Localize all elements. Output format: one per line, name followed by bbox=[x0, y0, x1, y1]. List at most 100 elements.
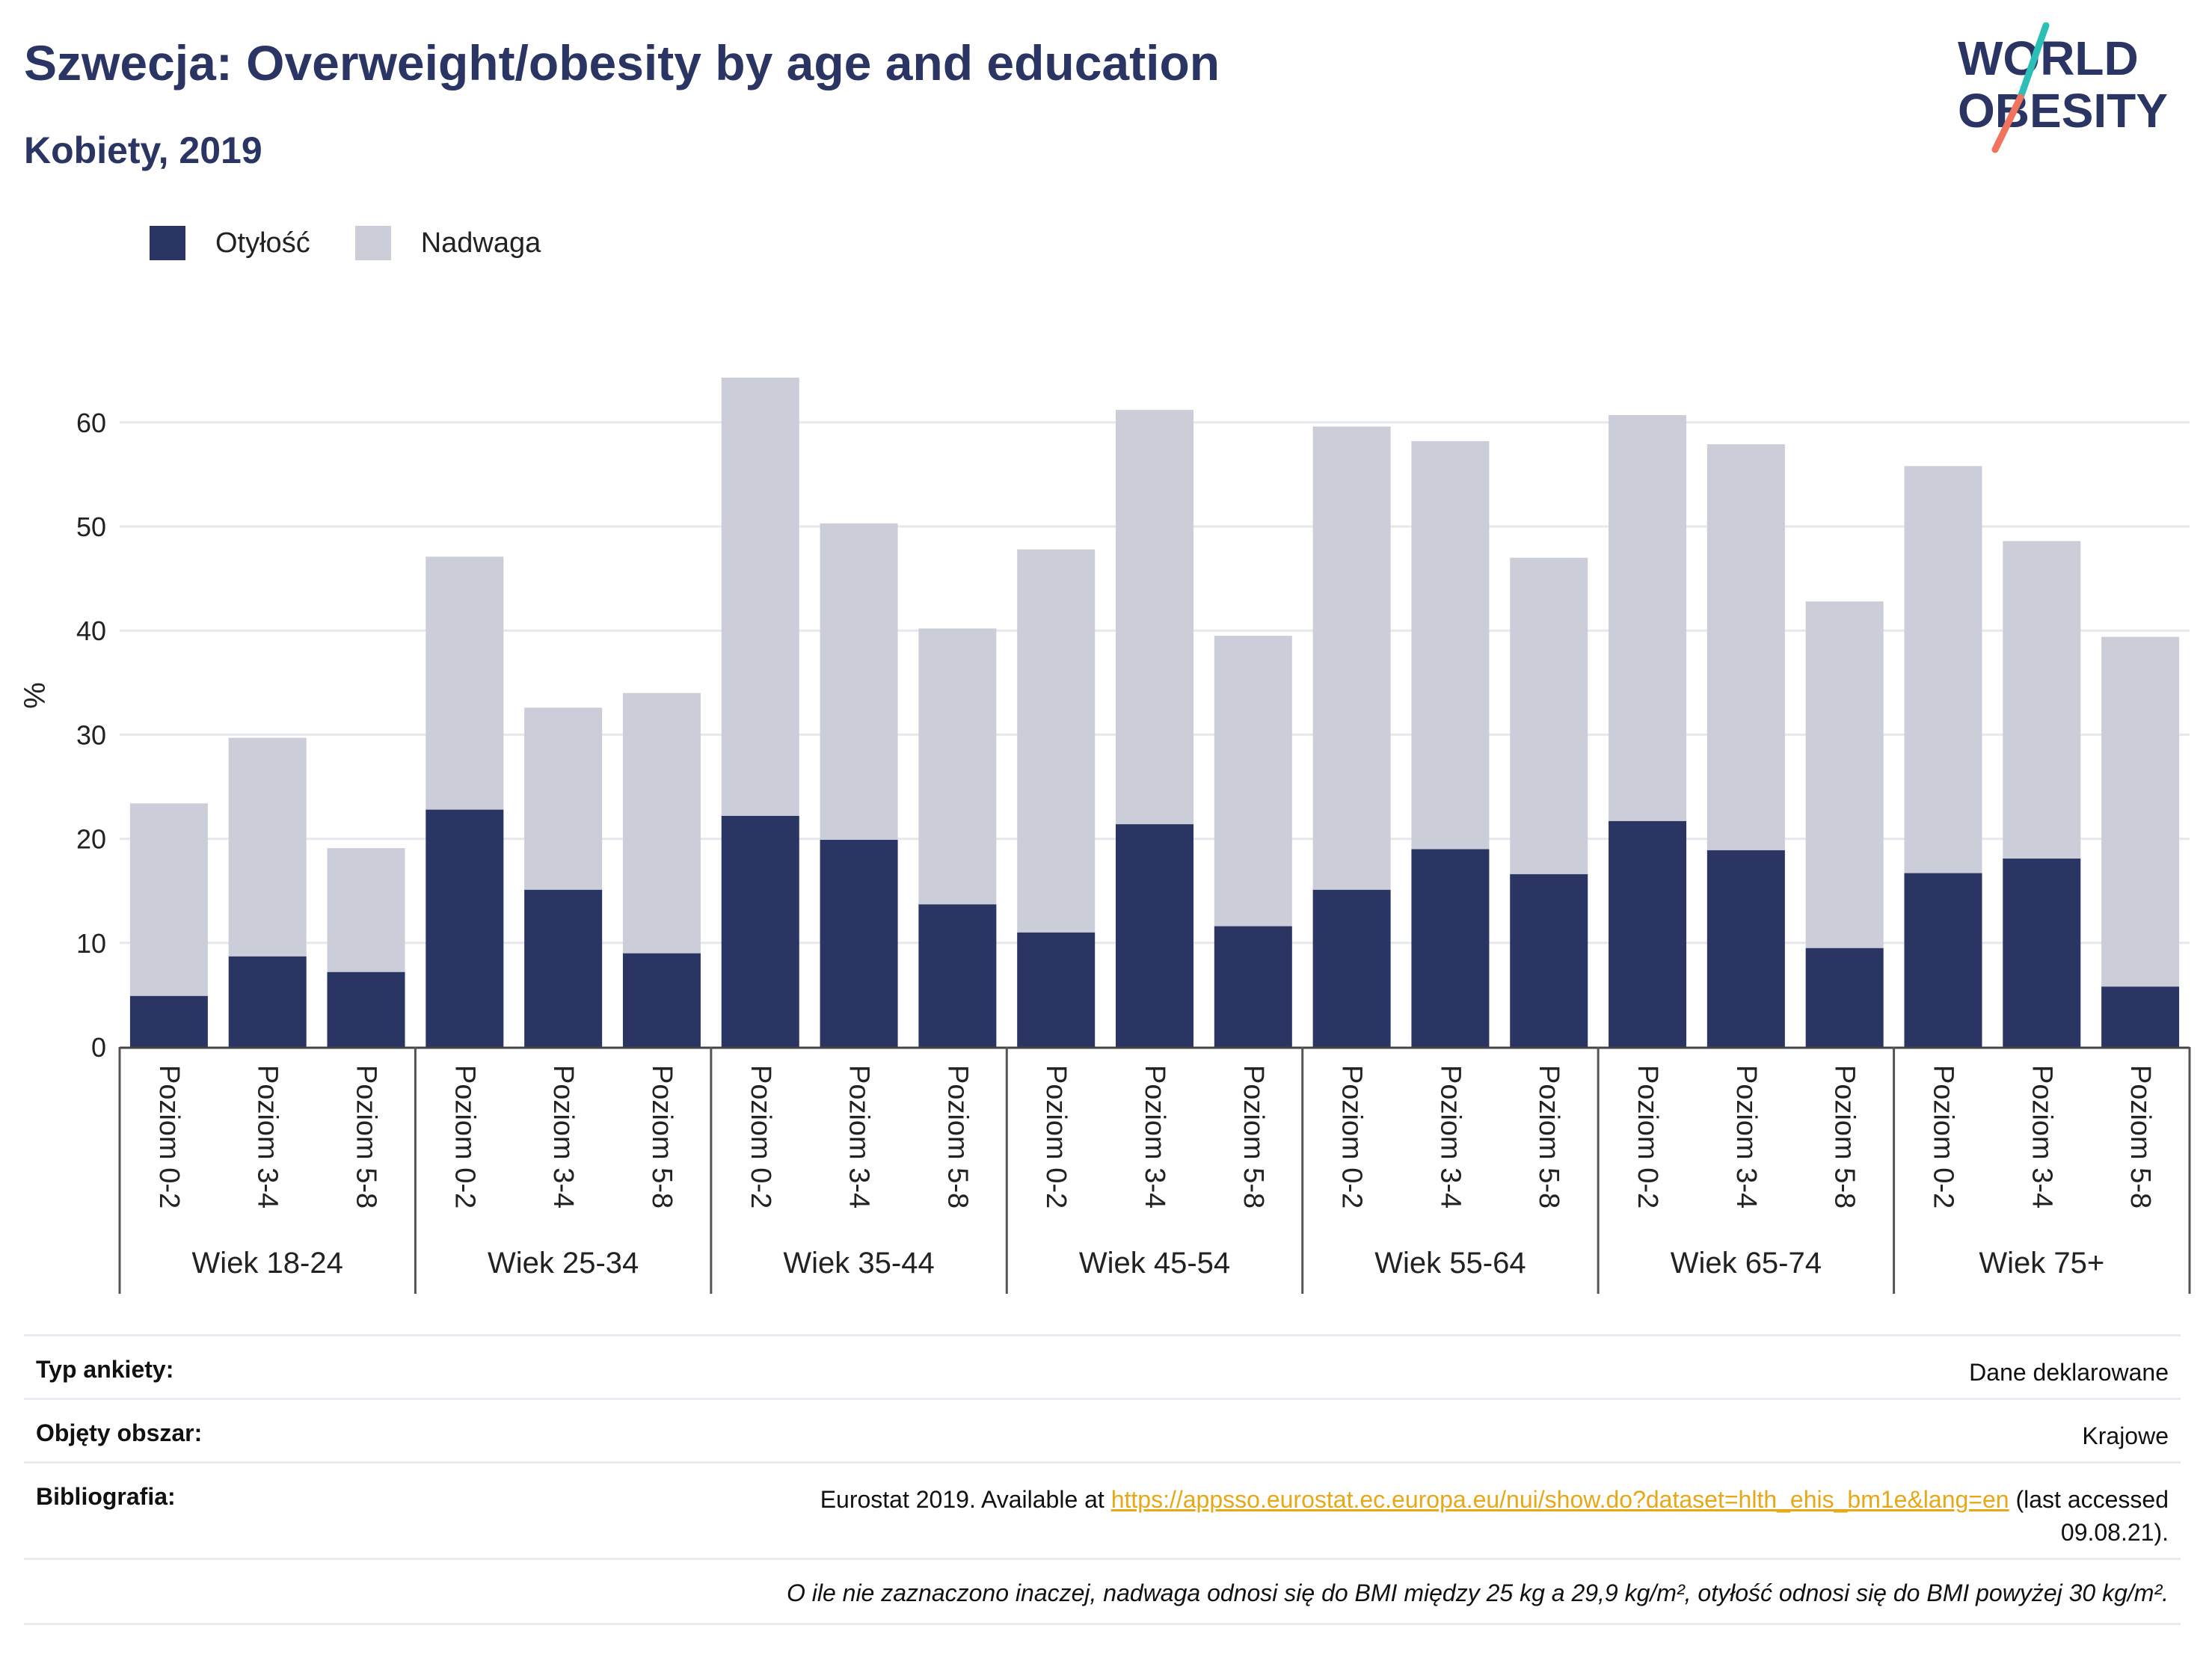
chart-legend: Otyłość Nadwaga bbox=[150, 224, 586, 262]
x-tick-label-level: Poziom 3-4 bbox=[1730, 1065, 1762, 1209]
legend-swatch-obesity bbox=[150, 226, 185, 260]
bar-obesity bbox=[2101, 986, 2180, 1047]
bar-overweight bbox=[2003, 541, 2081, 859]
y-tick-label: 20 bbox=[76, 824, 106, 855]
info-row-note: O ile nie zaznaczono inaczej, nadwaga od… bbox=[24, 1558, 2181, 1625]
legend-label-obesity: Otyłość bbox=[215, 227, 310, 259]
x-tick-label-level: Poziom 5-8 bbox=[646, 1065, 678, 1209]
x-tick-label-level: Poziom 3-4 bbox=[2026, 1065, 2057, 1209]
bar-overweight bbox=[1904, 466, 1982, 873]
x-tick-label-level: Poziom 0-2 bbox=[1336, 1065, 1368, 1209]
bar-overweight bbox=[327, 848, 405, 972]
bar-obesity bbox=[2003, 859, 2081, 1047]
legend-label-overweight: Nadwaga bbox=[420, 227, 541, 259]
x-tick-label-level: Poziom 5-8 bbox=[941, 1065, 973, 1209]
x-group-label: Wiek 45-54 bbox=[1079, 1247, 1230, 1280]
y-tick-label: 40 bbox=[76, 615, 106, 646]
x-group-label: Wiek 65-74 bbox=[1671, 1247, 1822, 1280]
x-tick-label-level: Poziom 0-2 bbox=[1927, 1065, 1958, 1209]
bar-overweight bbox=[425, 556, 504, 810]
bar-obesity bbox=[1706, 850, 1785, 1047]
bar-obesity bbox=[1805, 948, 1884, 1047]
bibliography-date: 09.08.21). bbox=[2060, 1519, 2169, 1546]
bar-overweight bbox=[129, 803, 208, 996]
bar-obesity bbox=[1312, 889, 1391, 1047]
bibliography-label: Bibliografia: bbox=[36, 1483, 176, 1510]
x-group-label: Wiek 75+ bbox=[1979, 1247, 2104, 1280]
info-row-coverage: Objęty obszar: Krajowe bbox=[24, 1398, 2181, 1461]
survey-type-label: Typ ankiety: bbox=[36, 1356, 174, 1383]
x-tick-label-level: Poziom 3-4 bbox=[1434, 1065, 1466, 1209]
x-tick-label-level: Poziom 0-2 bbox=[1040, 1065, 1072, 1209]
bar-overweight bbox=[1609, 415, 1687, 821]
bar-obesity bbox=[425, 809, 504, 1047]
stacked-bar-chart: 0 10 20 30 40 50 60% Poziom 0-2 Poziom 3-4 Poziom… bbox=[19, 377, 2191, 1294]
x-tick-label-level: Poziom 5-8 bbox=[2125, 1065, 2156, 1209]
bar-obesity bbox=[327, 971, 405, 1047]
legend-item-obesity[interactable]: Otyłość bbox=[150, 226, 310, 260]
info-row-bibliography: Bibliografia: Eurostat 2019. Available a… bbox=[24, 1461, 2181, 1558]
y-axis-label: % bbox=[19, 682, 52, 709]
y-tick-label: 50 bbox=[76, 512, 106, 542]
coverage-label: Objęty obszar: bbox=[36, 1419, 203, 1446]
survey-type-value: Dane deklarowane bbox=[1969, 1359, 2169, 1386]
info-table: Typ ankiety: Dane deklarowane Objęty obs… bbox=[24, 1334, 2181, 1625]
x-tick-label-level: Poziom 5-8 bbox=[1238, 1065, 1269, 1209]
x-group-label: Wiek 55-64 bbox=[1374, 1247, 1526, 1280]
x-tick-label-level: Poziom 0-2 bbox=[1632, 1065, 1663, 1209]
definition-note: O ile nie zaznaczono inaczej, nadwaga od… bbox=[786, 1579, 2169, 1606]
x-tick-label-level: Poziom 3-4 bbox=[844, 1065, 875, 1209]
chart-title: Szwecja: Overweight/obesity by age and e… bbox=[24, 35, 1220, 90]
bar-obesity bbox=[622, 953, 701, 1047]
x-group-label: Wiek 18-24 bbox=[192, 1247, 343, 1280]
world-obesity-logo: WORLD OBESITY bbox=[1958, 22, 2168, 153]
x-tick-label-level: Poziom 0-2 bbox=[449, 1065, 480, 1209]
bibliography-suffix: (last accessed bbox=[2015, 1486, 2169, 1513]
x-tick-label-level: Poziom 5-8 bbox=[351, 1065, 382, 1209]
legend-item-overweight[interactable]: Nadwaga bbox=[354, 226, 541, 260]
logo-line2: OBESITY bbox=[1958, 84, 2168, 138]
bar-overweight bbox=[2101, 636, 2180, 987]
bar-overweight bbox=[1017, 549, 1096, 933]
x-tick-label-level: Poziom 3-4 bbox=[1139, 1065, 1170, 1209]
y-tick-label: 0 bbox=[91, 1032, 106, 1063]
x-group-label: Wiek 35-44 bbox=[783, 1247, 934, 1280]
bar-overweight bbox=[1116, 410, 1193, 825]
bibliography-link[interactable]: https://appsso.eurostat.ec.europa.eu/nui… bbox=[1110, 1486, 2009, 1513]
bar-overweight bbox=[1706, 444, 1785, 850]
bar-obesity bbox=[1609, 820, 1687, 1047]
x-tick-label-level: Poziom 0-2 bbox=[153, 1065, 185, 1209]
bar-obesity bbox=[228, 956, 307, 1047]
bar-overweight bbox=[1805, 601, 1884, 948]
bar-overweight bbox=[1312, 426, 1391, 890]
bar-overweight bbox=[1214, 636, 1292, 927]
x-tick-label-level: Poziom 0-2 bbox=[745, 1065, 776, 1209]
x-tick-label-level: Poziom 5-8 bbox=[1533, 1065, 1564, 1209]
coverage-value: Krajowe bbox=[2082, 1422, 2169, 1449]
x-group-label: Wiek 25-34 bbox=[488, 1247, 639, 1280]
bar-obesity bbox=[1214, 926, 1292, 1047]
bar-overweight bbox=[820, 523, 898, 840]
x-tick-label-level: Poziom 3-4 bbox=[252, 1065, 283, 1209]
bar-obesity bbox=[918, 904, 997, 1047]
bar-obesity bbox=[1017, 932, 1096, 1047]
chart-subtitle: Kobiety, 2019 bbox=[24, 129, 262, 171]
logo-slash-teal bbox=[2017, 22, 2050, 101]
y-tick-label: 30 bbox=[76, 719, 106, 750]
bar-obesity bbox=[820, 839, 898, 1047]
bar-overweight bbox=[918, 628, 997, 905]
bibliography-prefix: Eurostat 2019. Available at bbox=[820, 1486, 1105, 1513]
x-tick-label-level: Poziom 5-8 bbox=[1829, 1065, 1861, 1209]
bar-overweight bbox=[524, 707, 603, 890]
bibliography-value: Eurostat 2019. Available at https://apps… bbox=[820, 1483, 2169, 1549]
info-row-survey-type: Typ ankiety: Dane deklarowane bbox=[24, 1334, 2181, 1398]
bar-overweight bbox=[1510, 557, 1588, 874]
logo-slash-coral bbox=[1991, 93, 2024, 153]
bar-obesity bbox=[1116, 824, 1193, 1047]
y-tick-label: 10 bbox=[76, 928, 106, 959]
legend-swatch-overweight bbox=[354, 226, 391, 260]
bar-obesity bbox=[721, 815, 799, 1047]
bar-overweight bbox=[622, 693, 701, 954]
bar-obesity bbox=[1510, 873, 1588, 1047]
bar-overweight bbox=[721, 377, 799, 816]
